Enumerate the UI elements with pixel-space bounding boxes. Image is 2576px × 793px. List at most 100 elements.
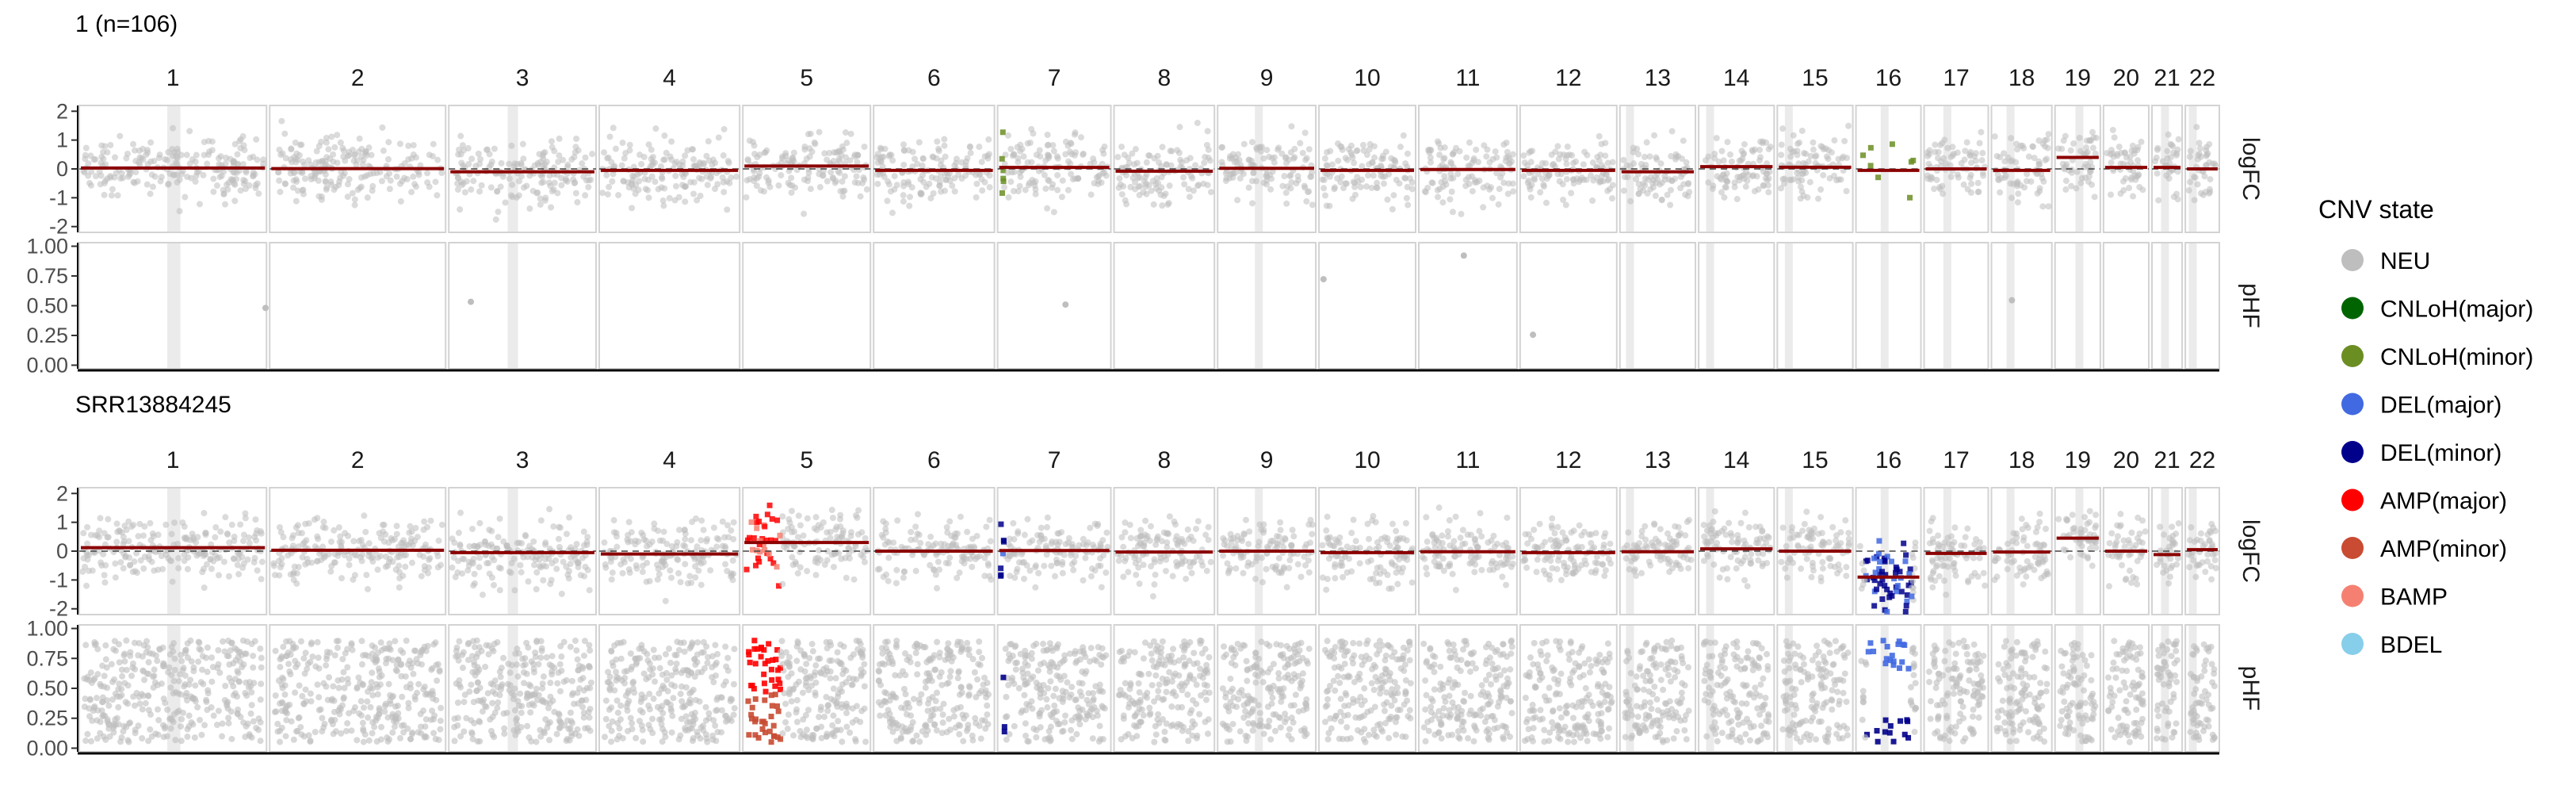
logfc-point (1044, 142, 1051, 149)
logfc-point (242, 515, 249, 522)
logfc-point (1335, 157, 1342, 164)
logfc-point (425, 564, 432, 571)
logfc-point (1469, 188, 1476, 195)
logfc-point (1449, 209, 1456, 216)
phf-point (827, 638, 834, 646)
phf-point (81, 675, 88, 682)
logfc-point (662, 597, 669, 604)
logfc-point (1237, 168, 1244, 175)
logfc-point (610, 517, 617, 524)
phf-point (554, 680, 561, 687)
logfc-point (2133, 173, 2140, 180)
logfc-point (350, 538, 357, 545)
logfc-point (179, 519, 186, 527)
logfc-point (1087, 160, 1094, 167)
logfc-point (1044, 205, 1051, 212)
logfc-point (906, 202, 913, 209)
logfc-point (1351, 183, 1359, 190)
logfc-point (327, 568, 334, 575)
logfc-point (407, 523, 414, 530)
logfc-point (82, 563, 89, 570)
logfc-point (820, 172, 827, 179)
logfc-point (788, 174, 795, 182)
phf-point (365, 714, 372, 721)
phf-point (812, 679, 820, 686)
logfc-point (231, 555, 238, 562)
logfc-point (2127, 153, 2134, 160)
logfc-point (978, 175, 985, 182)
logfc-point (241, 147, 248, 154)
logfc-point (1932, 148, 1939, 155)
phf-point (434, 661, 441, 668)
logfc-point (1000, 167, 1007, 174)
logfc-point (1371, 154, 1378, 161)
logfc-point (424, 179, 431, 186)
phf-point (829, 722, 836, 729)
logfc-point (163, 156, 170, 163)
logfc-point (854, 531, 862, 538)
phf-point (454, 699, 461, 707)
logfc-point (277, 564, 284, 571)
logfc-point (1955, 174, 1962, 181)
logfc-point (1154, 152, 1161, 159)
phf-point (147, 711, 154, 718)
logfc-point (276, 146, 283, 153)
logfc-point (900, 198, 907, 205)
logfc-point (201, 139, 208, 146)
logfc-point (1450, 148, 1458, 155)
phf-point (281, 691, 289, 698)
phf-point (558, 653, 565, 661)
logfc-point (779, 580, 786, 588)
logfc-point (1889, 141, 1895, 147)
logfc-point (672, 182, 679, 190)
phf-point (586, 714, 593, 721)
logfc-point (224, 531, 231, 538)
logfc-point (468, 525, 476, 532)
phf-point (470, 699, 477, 706)
logfc-point (548, 560, 556, 567)
phf-point (852, 737, 859, 745)
logfc-point (1434, 138, 1441, 145)
logfc-point (1577, 176, 1584, 183)
phf-facet-10 (1318, 242, 1417, 370)
logfc-point (472, 163, 480, 170)
phf-point (349, 646, 356, 653)
logfc-point (166, 557, 174, 564)
logfc-point (1520, 152, 1527, 159)
logfc-point (1427, 159, 1434, 166)
logfc-point (346, 148, 353, 155)
phf-point (790, 732, 797, 739)
logfc-point (1506, 160, 1513, 167)
logfc-point (917, 190, 924, 197)
logfc-point (87, 152, 94, 159)
logfc-point (1236, 174, 1244, 182)
phf-point (768, 739, 774, 745)
phf-point (692, 661, 699, 668)
logfc-point (1668, 128, 1676, 135)
logfc-point (1556, 178, 1563, 185)
logfc-point (255, 190, 262, 197)
phf-point (496, 668, 503, 676)
logfc-point (491, 557, 498, 564)
phf-point (803, 661, 810, 668)
chrom-label-21: 21 (2154, 65, 2180, 91)
logfc-point (703, 538, 710, 545)
logfc-point (1363, 183, 1370, 190)
logfc-point (629, 205, 636, 212)
phf-point (545, 704, 552, 711)
phf-point (156, 646, 163, 653)
logfc-point (399, 178, 406, 185)
phf-point (557, 642, 564, 649)
logfc-point (2196, 145, 2203, 152)
logfc-points-2 (275, 117, 445, 209)
logfc-point (626, 569, 633, 577)
logfc-point (932, 175, 939, 182)
logfc-point (2044, 144, 2051, 151)
logfc-point (1154, 179, 1161, 186)
logfc-point (1095, 173, 1102, 180)
logfc-point (1480, 184, 1487, 191)
logfc-point (579, 160, 586, 167)
phf-point (761, 671, 767, 677)
phf-point (258, 654, 265, 661)
logfc-point (610, 170, 617, 178)
